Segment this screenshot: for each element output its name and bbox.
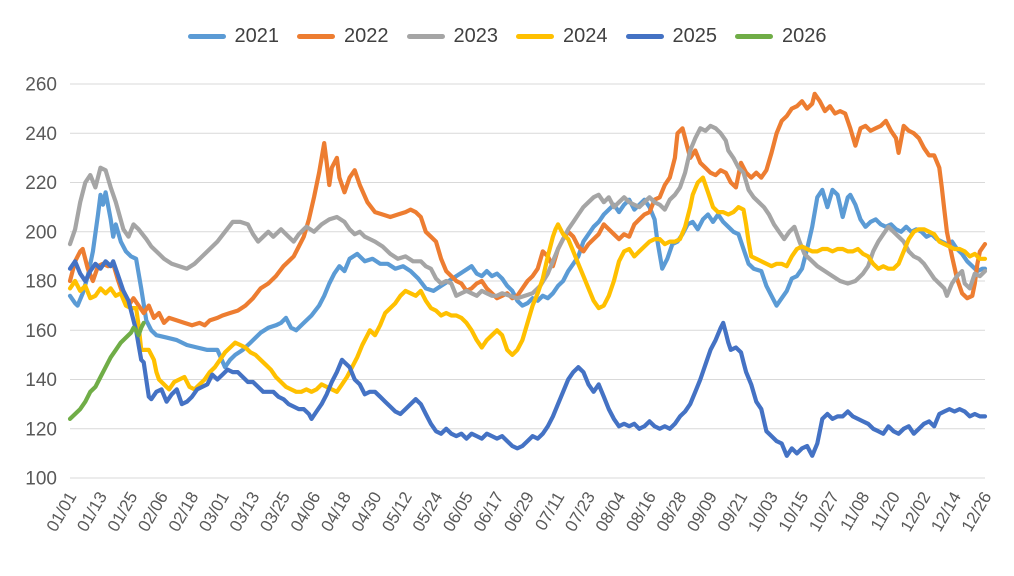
x-tick-label: 11/08 bbox=[836, 489, 873, 534]
legend-label: 2021 bbox=[234, 25, 280, 47]
legend-item-2024[interactable]: 2024 bbox=[516, 26, 608, 46]
x-tick-label: 12/02 bbox=[897, 489, 935, 535]
series-line-2026 bbox=[67, 320, 146, 421]
x-tick-label: 01/13 bbox=[73, 489, 111, 535]
legend-item-2021[interactable]: 2021 bbox=[187, 25, 280, 47]
x-tick-label: 03/01 bbox=[195, 489, 233, 535]
x-tick-label: 10/15 bbox=[775, 489, 813, 535]
x-tick-label: 12/26 bbox=[958, 489, 996, 535]
x-tick-label: 08/04 bbox=[592, 489, 630, 535]
y-axis-tick-labels: 100 120 140 160 180 200 220 240 260 bbox=[25, 75, 57, 490]
series-line-2023 bbox=[67, 123, 988, 301]
x-tick-label: 10/27 bbox=[805, 489, 843, 535]
x-tick-label: 02/06 bbox=[134, 489, 172, 535]
legend-swatch-2021 bbox=[187, 33, 226, 39]
x-tick-label: 06/17 bbox=[470, 489, 508, 535]
x-tick-label: 04/18 bbox=[317, 489, 355, 535]
x-tick-label: 03/13 bbox=[226, 489, 264, 535]
legend-item-2025[interactable]: 2025 bbox=[625, 25, 718, 47]
x-tick-label: 04/06 bbox=[287, 489, 325, 535]
x-tick-label: 07/23 bbox=[561, 489, 599, 535]
series-line-2022 bbox=[67, 91, 988, 328]
x-tick-label: 04/30 bbox=[348, 489, 386, 535]
x-tick-label: 08/16 bbox=[622, 489, 660, 535]
x-tick-label: 05/24 bbox=[409, 489, 447, 535]
legend-swatch-2022 bbox=[297, 33, 335, 39]
x-tick-label: 03/25 bbox=[256, 489, 294, 535]
y-tick-label: 100 bbox=[25, 469, 57, 490]
x-tick-label: 06/05 bbox=[439, 489, 477, 535]
y-tick-label: 160 bbox=[25, 321, 57, 342]
y-tick-label: 240 bbox=[25, 124, 57, 145]
legend-label: 2024 bbox=[563, 25, 608, 47]
series-line-2025 bbox=[67, 259, 988, 458]
series-line-2021 bbox=[67, 187, 988, 370]
series-lines bbox=[67, 91, 988, 458]
x-tick-label: 08/28 bbox=[653, 489, 691, 535]
legend-swatch-2026 bbox=[735, 33, 773, 39]
legend-swatch-2023 bbox=[406, 33, 445, 39]
y-tick-label: 140 bbox=[25, 370, 57, 391]
legend-item-2026[interactable]: 2026 bbox=[735, 26, 827, 46]
legend-item-2023[interactable]: 2023 bbox=[406, 25, 499, 47]
x-tick-label: 06/29 bbox=[500, 489, 538, 535]
y-tick-label: 200 bbox=[25, 222, 57, 243]
x-tick-label: 09/21 bbox=[714, 489, 752, 535]
legend-swatch-2024 bbox=[516, 33, 554, 39]
legend-label: 2026 bbox=[782, 25, 827, 47]
x-tick-label: 01/01 bbox=[43, 489, 81, 535]
x-tick-label: 01/25 bbox=[104, 489, 142, 535]
x-tick-label: 05/12 bbox=[378, 489, 416, 535]
x-tick-label: 02/18 bbox=[165, 489, 203, 535]
x-axis-tick-labels: 01/0101/1301/2502/0602/1803/0103/1303/25… bbox=[43, 489, 996, 535]
y-tick-label: 260 bbox=[25, 75, 57, 96]
legend-swatch-2025 bbox=[625, 33, 664, 39]
x-tick-label: 10/03 bbox=[744, 489, 782, 535]
series-line-2024 bbox=[67, 175, 988, 394]
x-tick-label: 09/09 bbox=[683, 489, 721, 535]
y-tick-label: 220 bbox=[25, 173, 57, 194]
legend-label: 2025 bbox=[672, 25, 718, 47]
legend: 2021 2022 2023 2024 2025 2026 bbox=[0, 26, 1014, 46]
x-tick-label: 12/14 bbox=[927, 489, 965, 535]
legend-item-2022[interactable]: 2022 bbox=[297, 26, 389, 46]
y-tick-label: 180 bbox=[25, 272, 57, 293]
y-tick-label: 120 bbox=[25, 419, 57, 440]
legend-label: 2022 bbox=[344, 25, 389, 47]
legend-label: 2023 bbox=[453, 25, 499, 47]
